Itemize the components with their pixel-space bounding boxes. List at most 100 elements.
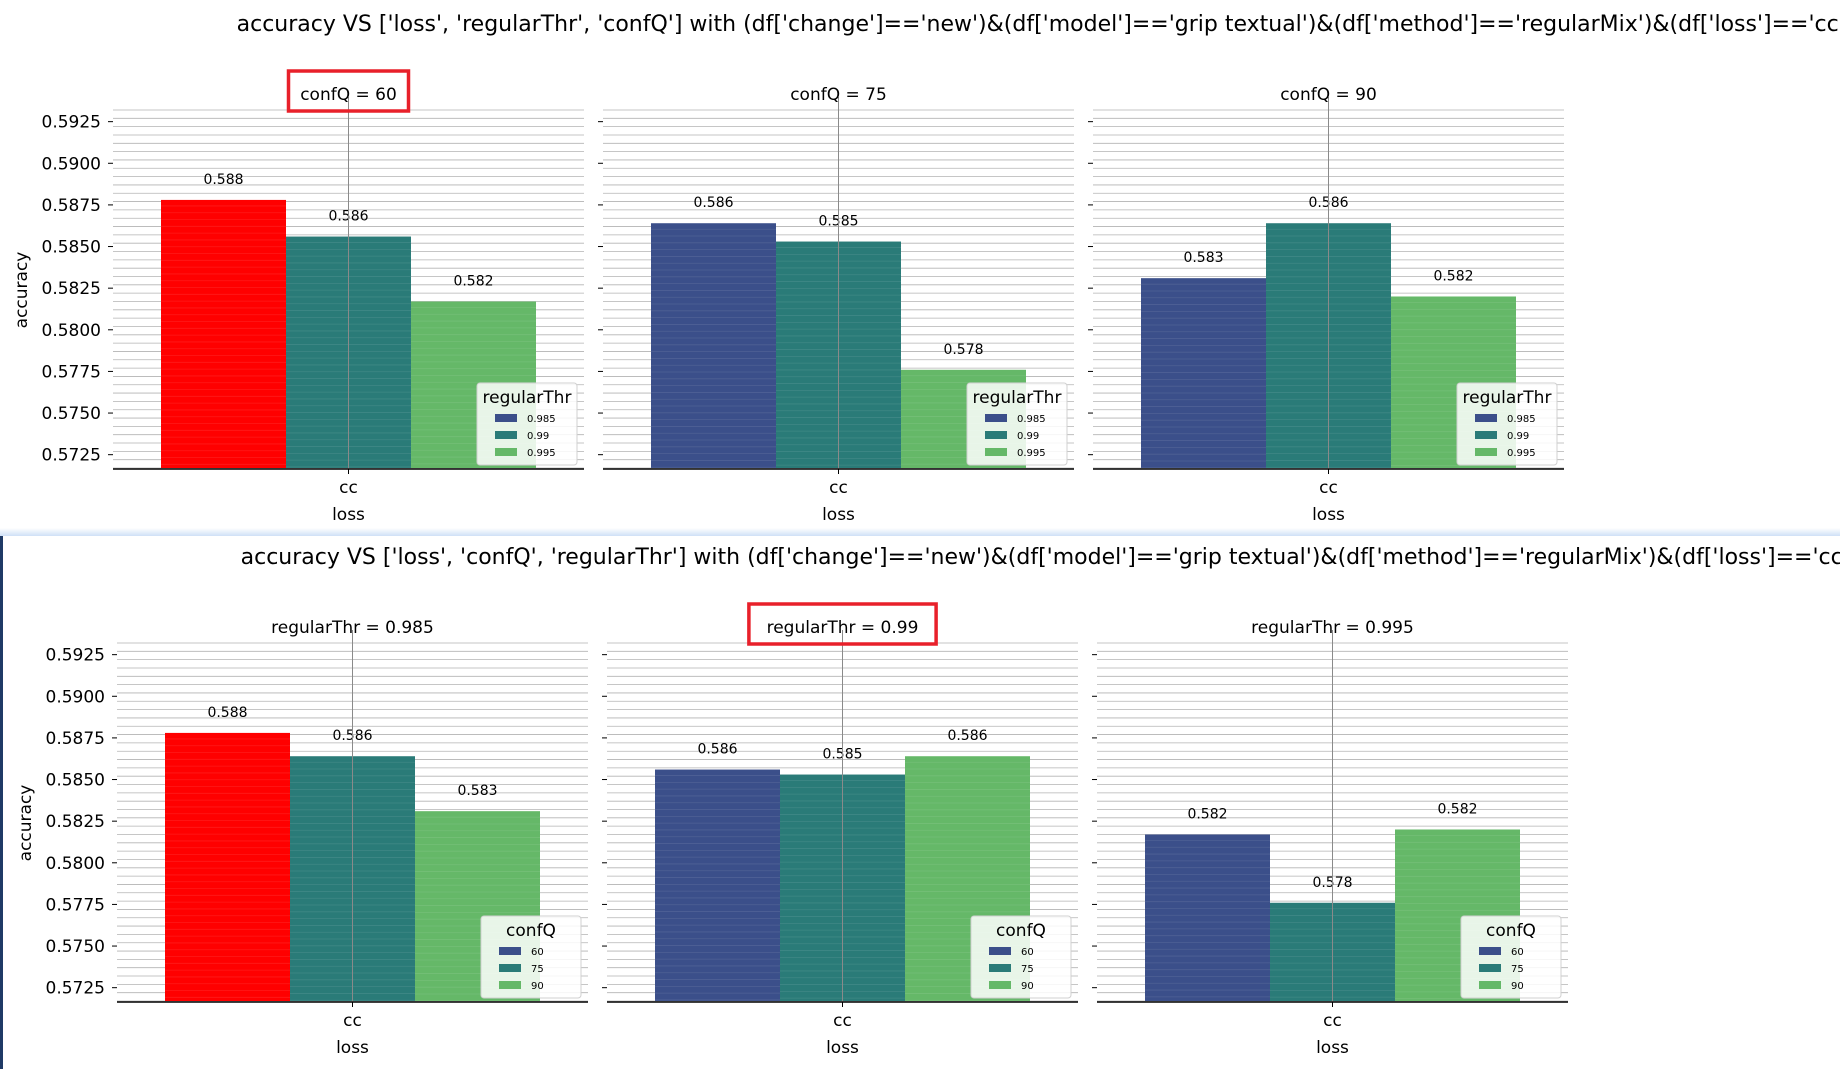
y-tick-label: 0.5900 (42, 154, 101, 174)
bar-value-label: 0.583 (1183, 250, 1223, 266)
legend-swatch (499, 964, 521, 972)
panel-title: confQ = 75 (790, 85, 887, 105)
bar-value-label: 0.588 (207, 705, 247, 721)
legend-swatch (1475, 431, 1497, 439)
highlight-box (747, 602, 938, 646)
legend-box (1456, 382, 1558, 466)
panel-title: confQ = 60 (300, 85, 397, 105)
legend-swatch (1479, 981, 1501, 989)
y-tick-label: 0.5850 (46, 771, 105, 791)
legend-swatch (495, 448, 517, 456)
legend-label: 75 (531, 964, 544, 975)
x-tick-label: cc (343, 1011, 362, 1031)
legend-title: confQ (506, 921, 556, 941)
legend-label: 0.985 (527, 414, 556, 425)
legend-label: 60 (1021, 947, 1034, 958)
legend-title: confQ (996, 921, 1046, 941)
legend-swatch (985, 431, 1007, 439)
legend-swatch (499, 947, 521, 955)
legend-label: 90 (531, 981, 544, 992)
y-tick-label: 0.5850 (42, 238, 101, 258)
legend-label: 75 (1021, 964, 1034, 975)
x-tick-label: cc (1323, 1011, 1342, 1031)
bar-value-label: 0.583 (457, 783, 497, 799)
bar (651, 223, 776, 468)
y-tick-label: 0.5750 (46, 937, 105, 957)
legend-label: 0.995 (1507, 448, 1536, 459)
x-tick-label: cc (339, 478, 358, 498)
legend-swatch (495, 414, 517, 422)
y-tick-label: 0.5825 (42, 279, 101, 299)
panel-title: regularThr = 0.995 (1251, 618, 1414, 638)
legend-label: 90 (1511, 981, 1524, 992)
x-tick-label: cc (833, 1011, 852, 1031)
y-axis-label: accuracy (16, 785, 36, 862)
legend-swatch (1475, 448, 1497, 456)
bar-value-label: 0.582 (1187, 806, 1227, 822)
legend-label: 75 (1511, 964, 1524, 975)
legend-label: 0.99 (527, 431, 549, 442)
y-tick-label: 0.5875 (46, 729, 105, 749)
y-tick-label: 0.5800 (46, 854, 105, 874)
y-tick-label: 0.5900 (46, 687, 105, 707)
x-axis-label: loss (822, 505, 855, 525)
y-tick-label: 0.5825 (46, 812, 105, 832)
bar-value-label: 0.582 (1437, 801, 1477, 817)
x-axis-label: loss (336, 1038, 369, 1058)
legend-box (476, 382, 578, 466)
bar (1141, 278, 1266, 468)
legend-label: 60 (1511, 947, 1524, 958)
bar (655, 769, 780, 1001)
y-tick-label: 0.5725 (46, 979, 105, 999)
y-axis-label: accuracy (12, 252, 32, 329)
bar (1145, 834, 1270, 1001)
window-edge (0, 536, 3, 1069)
legend-title: confQ (1486, 921, 1536, 941)
legend-swatch (989, 964, 1011, 972)
legend-swatch (985, 414, 1007, 422)
legend-label: 0.99 (1017, 431, 1039, 442)
legend-box (970, 915, 1072, 999)
x-axis-label: loss (332, 505, 365, 525)
legend-swatch (1475, 414, 1497, 422)
legend-label: 0.985 (1507, 414, 1536, 425)
bar-value-label: 0.586 (693, 195, 733, 211)
legend-label: 0.99 (1507, 431, 1529, 442)
legend-swatch (495, 431, 517, 439)
legend-label: 0.995 (527, 448, 556, 459)
x-tick-label: cc (829, 478, 848, 498)
legend-swatch (1479, 964, 1501, 972)
x-axis-label: loss (1316, 1038, 1349, 1058)
legend-label: 0.985 (1017, 414, 1046, 425)
legend-title: regularThr (1463, 388, 1552, 408)
bar (161, 199, 286, 468)
bar-value-label: 0.582 (1433, 268, 1473, 284)
y-tick-label: 0.5775 (46, 895, 105, 915)
y-tick-label: 0.5925 (42, 113, 101, 133)
legend-box (1460, 915, 1562, 999)
panel-title: regularThr = 0.99 (767, 618, 919, 638)
legend-swatch (989, 981, 1011, 989)
legend-title: regularThr (483, 388, 572, 408)
bar (165, 732, 290, 1001)
x-axis-label: loss (1312, 505, 1345, 525)
figure-title: accuracy VS ['loss', 'regularThr', 'conf… (237, 12, 1840, 37)
bar-value-label: 0.586 (697, 742, 737, 758)
highlight-box (286, 69, 411, 113)
y-tick-label: 0.5875 (42, 196, 101, 216)
y-tick-label: 0.5800 (42, 321, 101, 341)
legend-swatch (1479, 947, 1501, 955)
bar-value-label: 0.586 (947, 728, 987, 744)
figure-title: accuracy VS ['loss', 'confQ', 'regularTh… (241, 545, 1840, 570)
screenshot-separator (0, 528, 1840, 536)
x-axis-label: loss (826, 1038, 859, 1058)
x-tick-label: cc (1319, 478, 1338, 498)
y-tick-label: 0.5925 (46, 646, 105, 666)
legend-label: 0.995 (1017, 448, 1046, 459)
y-tick-label: 0.5725 (42, 446, 101, 466)
bar-value-label: 0.582 (453, 273, 493, 289)
legend-swatch (989, 947, 1011, 955)
y-tick-label: 0.5775 (42, 362, 101, 382)
bar-value-label: 0.588 (203, 172, 243, 188)
